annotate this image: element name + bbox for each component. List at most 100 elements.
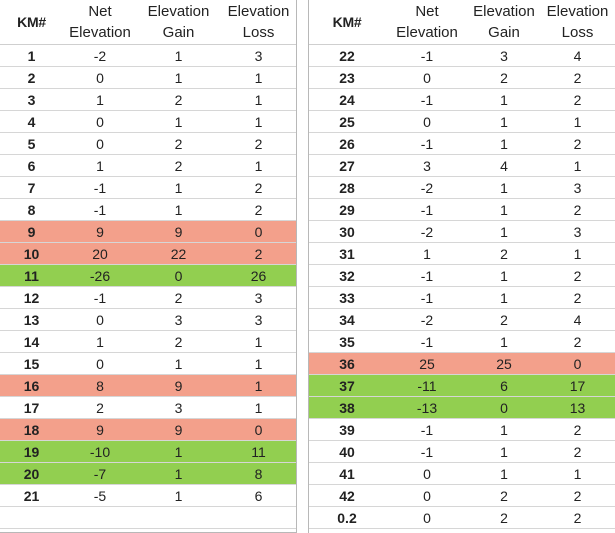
cell-elevation-gain: 1 xyxy=(468,286,540,309)
cell-elevation-gain: 1 xyxy=(137,352,220,375)
table-row: 42 0 2 2 xyxy=(308,484,615,507)
cell-net-elevation: 0 xyxy=(386,462,468,485)
header-net-elevation: Net Elevation xyxy=(386,0,468,45)
cell-elevation-gain: 0 xyxy=(137,264,220,287)
cell-km: 32 xyxy=(308,264,386,287)
cell-net-elevation xyxy=(63,506,137,529)
cell-net-elevation: 0 xyxy=(63,308,137,331)
header-km: KM# xyxy=(308,0,386,45)
cell-km: 5 xyxy=(0,132,63,155)
cell-net-elevation: 1 xyxy=(63,88,137,111)
cell-km: 34 xyxy=(308,308,386,331)
cell-km: 30 xyxy=(308,220,386,243)
cell-elevation-gain: 9 xyxy=(137,374,220,397)
cell-net-elevation: 1 xyxy=(386,242,468,265)
cell-elevation-loss: 1 xyxy=(220,396,297,419)
cell-net-elevation: -1 xyxy=(386,440,468,463)
cell-elevation-gain: 2 xyxy=(137,154,220,177)
cell-net-elevation: 9 xyxy=(63,418,137,441)
cell-elevation-loss: 1 xyxy=(540,242,615,265)
cell-elevation-loss: 1 xyxy=(540,154,615,177)
header-net-elevation: Net Elevation xyxy=(63,0,137,45)
cell-km: 22 xyxy=(308,44,386,67)
cell-net-elevation: -13 xyxy=(386,396,468,419)
cell-km: 36 xyxy=(308,352,386,375)
cell-net-elevation: 20 xyxy=(63,242,137,265)
cell-elevation-loss: 3 xyxy=(220,44,297,67)
cell-elevation-loss: 2 xyxy=(540,88,615,111)
table-row xyxy=(0,506,297,529)
cell-elevation-loss: 2 xyxy=(220,242,297,265)
header-row: KM# Net Elevation Elevation Gain Elevation… xyxy=(308,0,615,45)
table-row: 26 -1 1 2 xyxy=(308,132,615,155)
cell-km: 7 xyxy=(0,176,63,199)
cell-net-elevation: -1 xyxy=(386,44,468,67)
header-elevation-loss: Elevation Loss xyxy=(220,0,297,45)
cell-km: 31 xyxy=(308,242,386,265)
cell-elevation-gain: 1 xyxy=(468,418,540,441)
header-row: KM# Net Elevation Elevation Gain Elevation… xyxy=(0,0,297,45)
cell-elevation-loss: 3 xyxy=(540,220,615,243)
cell-elevation-gain: 1 xyxy=(468,176,540,199)
cell-km: 10 xyxy=(0,242,63,265)
table-divider-left xyxy=(296,0,297,533)
cell-km: 11 xyxy=(0,264,63,287)
table-row: 0.2 0 2 2 xyxy=(308,506,615,529)
cell-elevation-loss: 13 xyxy=(540,396,615,419)
cell-elevation-gain: 1 xyxy=(468,462,540,485)
header-elevation-gain: Elevation Gain xyxy=(468,0,540,45)
cell-km: 35 xyxy=(308,330,386,353)
cell-elevation-gain: 4 xyxy=(468,154,540,177)
table-row: 22 -1 3 4 xyxy=(308,44,615,67)
cell-elevation-loss: 11 xyxy=(220,440,297,463)
cell-net-elevation: 0 xyxy=(386,506,468,529)
cell-km: 3 xyxy=(0,88,63,111)
cell-net-elevation: 0 xyxy=(386,484,468,507)
cell-elevation-loss: 26 xyxy=(220,264,297,287)
table-row: 15 0 1 1 xyxy=(0,352,297,375)
cell-elevation-gain: 1 xyxy=(137,440,220,463)
cell-net-elevation: -1 xyxy=(386,330,468,353)
cell-km: 40 xyxy=(308,440,386,463)
table-row: 24 -1 1 2 xyxy=(308,88,615,111)
cell-elevation-loss: 2 xyxy=(220,176,297,199)
cell-elevation-loss: 2 xyxy=(540,484,615,507)
table-row: 16 8 9 1 xyxy=(0,374,297,397)
cell-net-elevation: 0 xyxy=(63,352,137,375)
cell-net-elevation: 0 xyxy=(386,110,468,133)
table-row: 38 -13 0 13 xyxy=(308,396,615,419)
cell-elevation-gain: 2 xyxy=(468,66,540,89)
cell-net-elevation: 25 xyxy=(386,352,468,375)
cell-km xyxy=(0,506,63,529)
table-row: 36 25 25 0 xyxy=(308,352,615,375)
cell-km: 6 xyxy=(0,154,63,177)
cell-elevation-loss: 1 xyxy=(220,154,297,177)
cell-elevation-gain: 2 xyxy=(468,506,540,529)
cell-net-elevation: -11 xyxy=(386,374,468,397)
table-row: 25 0 1 1 xyxy=(308,110,615,133)
cell-elevation-gain: 3 xyxy=(137,396,220,419)
cell-net-elevation: 3 xyxy=(386,154,468,177)
cell-km: 19 xyxy=(0,440,63,463)
cell-net-elevation: 0 xyxy=(386,66,468,89)
cell-elevation-gain: 2 xyxy=(468,242,540,265)
cell-net-elevation: -2 xyxy=(386,220,468,243)
cell-elevation-gain: 1 xyxy=(137,44,220,67)
cell-net-elevation: -1 xyxy=(386,198,468,221)
cell-net-elevation: 1 xyxy=(63,330,137,353)
table-row: 7 -1 1 2 xyxy=(0,176,297,199)
header-elevation-loss: Elevation Loss xyxy=(540,0,615,45)
table-row: 18 9 9 0 xyxy=(0,418,297,441)
cell-elevation-gain: 6 xyxy=(468,374,540,397)
cell-net-elevation: 8 xyxy=(63,374,137,397)
cell-km: 24 xyxy=(308,88,386,111)
cell-elevation-loss: 2 xyxy=(540,440,615,463)
cell-elevation-gain: 1 xyxy=(468,220,540,243)
cell-km: 21 xyxy=(0,484,63,507)
cell-km: 16 xyxy=(0,374,63,397)
table-row: 10 20 22 2 xyxy=(0,242,297,265)
cell-km: 15 xyxy=(0,352,63,375)
cell-net-elevation: -1 xyxy=(386,286,468,309)
cell-km: 18 xyxy=(0,418,63,441)
